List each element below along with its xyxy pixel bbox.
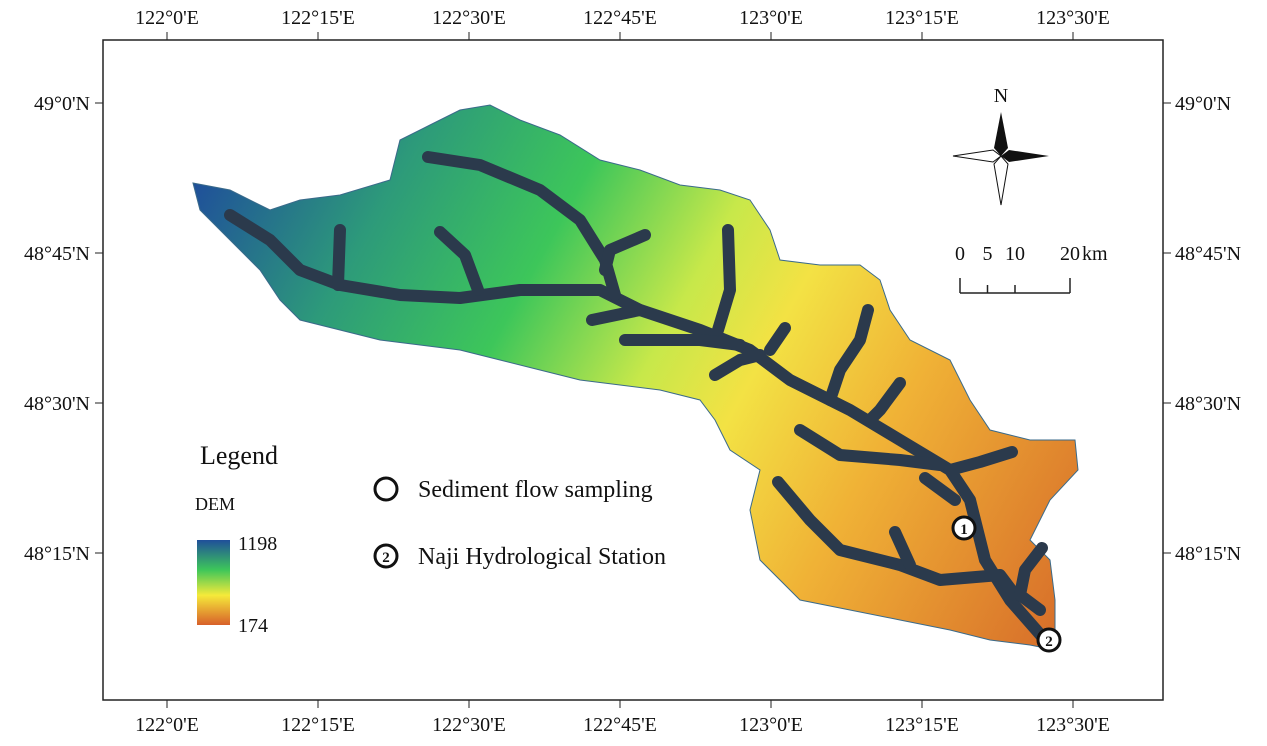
lat-label: 48°45'N <box>24 243 90 265</box>
lat-label: 48°30'N <box>24 393 90 415</box>
legend-max: 1198 <box>238 533 277 555</box>
lat-label: 48°45'N <box>1175 243 1241 265</box>
legend-layer: DEM <box>195 494 235 514</box>
lat-label: 49°0'N <box>34 93 90 115</box>
rivers <box>224 151 1051 646</box>
legend-marker <box>373 476 399 502</box>
lon-label: 122°45'E <box>583 714 657 736</box>
legend-min: 174 <box>238 615 268 637</box>
lat-label: 49°0'N <box>1175 93 1231 115</box>
lon-label: 123°30'E <box>1036 714 1110 736</box>
lat-label: 48°15'N <box>24 543 90 565</box>
lon-label: 123°30'E <box>1036 7 1110 29</box>
lon-label: 123°0'E <box>739 714 803 736</box>
north-label: N <box>994 85 1008 107</box>
site-marker <box>951 515 977 541</box>
lon-label: 122°30'E <box>432 7 506 29</box>
lon-label: 122°15'E <box>281 7 355 29</box>
watershed <box>192 104 1079 651</box>
lat-label: 48°15'N <box>1175 543 1241 565</box>
scale-label: 10 <box>1005 243 1025 265</box>
scale-label: 20 <box>1060 243 1080 265</box>
north-arrow: N <box>952 85 1049 206</box>
lon-label: 122°30'E <box>432 714 506 736</box>
lon-label: 123°0'E <box>739 7 803 29</box>
scale-unit: km <box>1082 243 1108 265</box>
lon-label: 122°45'E <box>583 7 657 29</box>
scale-label: 5 <box>983 243 993 265</box>
lon-label: 122°15'E <box>281 714 355 736</box>
lat-label: 48°30'N <box>1175 393 1241 415</box>
site-marker-label: 1 <box>960 522 968 538</box>
legend-site-label: Sediment flow sampling <box>418 477 653 503</box>
lon-label: 122°0'E <box>135 714 199 736</box>
site-marker-label: 2 <box>1045 634 1053 650</box>
scale-label: 0 <box>955 243 965 265</box>
lon-label: 123°15'E <box>885 7 959 29</box>
map-frame <box>102 39 1164 701</box>
legend-site-label: Naji Hydrological Station <box>418 544 666 570</box>
lon-label: 122°0'E <box>135 7 199 29</box>
lon-label: 123°15'E <box>885 714 959 736</box>
site-marker <box>1036 627 1062 653</box>
legend-ramp <box>197 540 230 625</box>
legend-marker-label: 2 <box>382 550 390 566</box>
legend-title: Legend <box>200 441 278 470</box>
legend-marker <box>373 543 399 569</box>
